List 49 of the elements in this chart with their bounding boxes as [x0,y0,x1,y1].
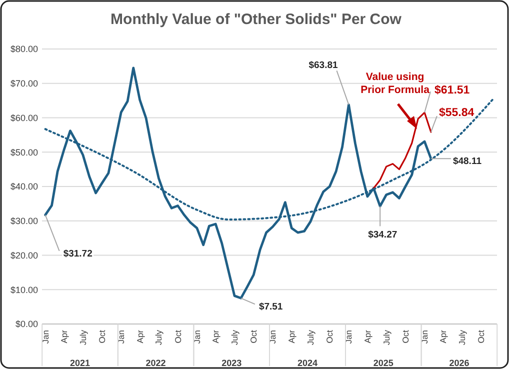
x-tick-label: Jan [420,330,430,344]
y-tick-label: $70.00 [10,78,38,89]
x-tick-label: Oct [172,329,183,344]
x-tick-label: Apr [362,330,372,344]
x-tick-label: Jan [192,330,202,344]
annotation: $31.72 [63,248,92,260]
x-tick-label: Jan [116,330,126,344]
y-tick-label: $30.00 [10,216,38,226]
y-tick-label: $80.00 [10,44,38,54]
text: 2023 [222,358,242,368]
text: 2026 [449,358,470,368]
annotation: $7.51 [258,302,284,313]
x-tick-label: Oct [248,329,259,344]
x-tick-label: Oct [324,329,335,344]
y-tick-label: $10.00 [10,284,38,295]
x-tick-label: July [457,329,468,346]
x-tick-label: July [305,329,316,346]
x-tick-label: July [381,329,392,346]
y-tick-label: $20.00 [10,250,38,260]
annotation: $63.81 [308,60,338,71]
text: 2024 [297,358,318,368]
x-tick-label: Jan [40,330,50,344]
annotation: $34.27 [368,230,398,241]
y-tick-label: $40.00 [10,182,38,192]
x-tick-label: Apr [210,330,221,344]
annotation: $48.11 [452,156,482,167]
x-tick-label: July [229,329,240,346]
y-tick-label: $0.00 [15,319,38,330]
x-tick-label: July [154,329,164,346]
chart-title: Monthly Value of "Other Solids" Per Cow [110,11,402,28]
x-tick-label: Oct [400,329,410,344]
x-tick-label: Jan [268,330,278,344]
text: 2021 [70,358,90,368]
y-tick-label: $60.00 [10,112,38,123]
text: 2022 [146,358,166,368]
annotation: $55.84 [438,107,475,120]
x-tick-label: July [78,329,88,346]
x-tick-label: Apr [438,330,448,344]
line-series [372,112,432,190]
text: 2025 [373,358,394,368]
annotation: Value using Prior Formula [360,71,430,96]
annotation: $61.51 [434,84,470,97]
x-tick-label: Apr [134,330,145,344]
x-tick-label: Apr [286,330,297,344]
y-tick-label: $50.00 [10,147,38,158]
x-tick-label: Oct [476,329,486,344]
x-tick-label: Apr [58,330,69,344]
x-tick-label: Jan [344,330,354,344]
x-tick-label: Oct [96,329,107,344]
